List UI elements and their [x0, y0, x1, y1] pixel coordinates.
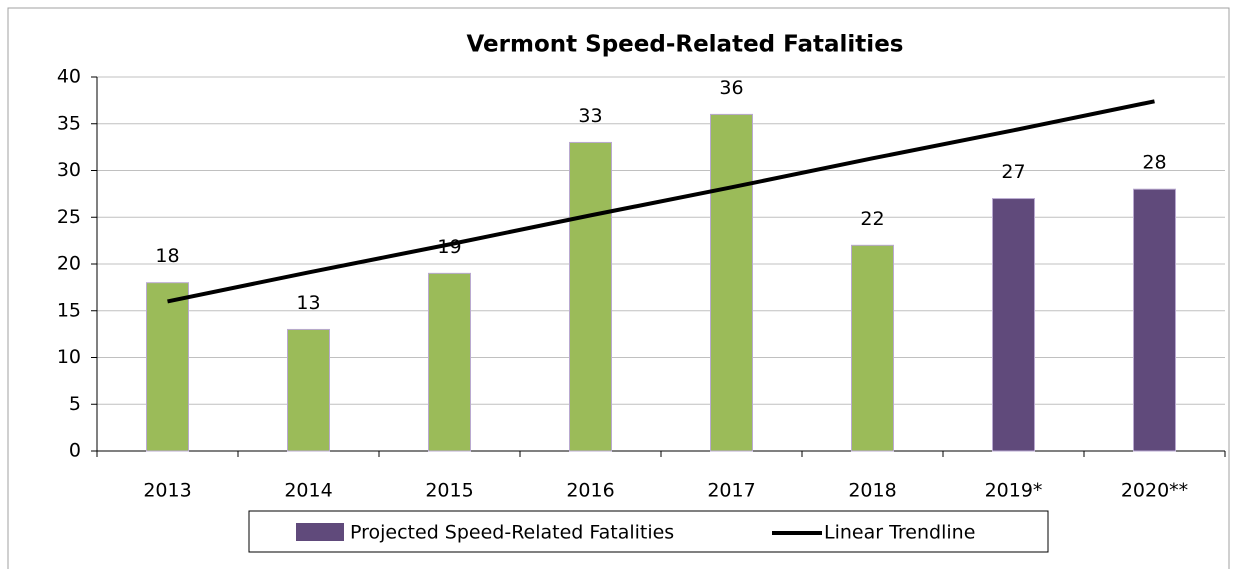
x-tick-label: 2013	[143, 480, 191, 502]
y-tick-label: 20	[57, 253, 81, 275]
y-tick-label: 5	[69, 393, 81, 415]
bar	[992, 198, 1035, 452]
legend-box	[248, 510, 1049, 553]
y-tick-label: 15	[57, 299, 81, 321]
legend-label: Projected Speed-Related Fatalities	[350, 522, 674, 544]
x-tick-label: 2016	[566, 480, 614, 502]
data-label: 18	[155, 245, 179, 267]
bar	[569, 141, 612, 452]
x-tick-label: 2020**	[1121, 480, 1188, 502]
x-tick-label: 2018	[848, 480, 896, 502]
y-tick-label: 40	[57, 66, 81, 88]
legend-label: Linear Trendline	[824, 522, 975, 544]
bar	[851, 244, 894, 452]
y-tick-label: 10	[57, 346, 81, 368]
data-label: 28	[1142, 152, 1166, 174]
bar	[428, 272, 471, 452]
data-label: 22	[860, 208, 884, 230]
x-tick-label: 2015	[425, 480, 473, 502]
x-tick-label: 2014	[284, 480, 332, 502]
legend-swatch	[296, 523, 344, 541]
y-tick-label: 0	[69, 440, 81, 462]
chart-title: Vermont Speed-Related Fatalities	[467, 32, 904, 58]
x-tick-label: 2017	[707, 480, 755, 502]
bar	[710, 113, 753, 452]
bar	[287, 328, 330, 452]
data-label: 33	[578, 105, 602, 127]
trendline	[167, 99, 1155, 304]
y-tick-label: 30	[57, 159, 81, 181]
x-tick-label: 2019*	[985, 480, 1043, 502]
y-tick-label: 35	[57, 112, 81, 134]
data-label: 36	[719, 77, 743, 99]
bar	[146, 282, 189, 452]
data-label: 27	[1001, 161, 1025, 183]
data-label: 13	[296, 292, 320, 314]
bar	[1133, 188, 1176, 452]
y-tick-label: 25	[57, 206, 81, 228]
